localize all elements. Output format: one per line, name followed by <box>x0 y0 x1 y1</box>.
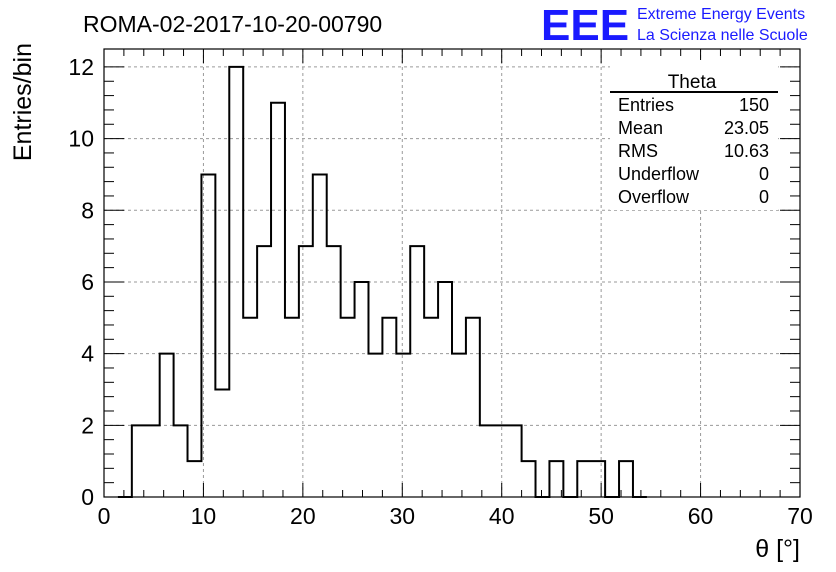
org-name-line2: La Scienza nelle Scuole <box>637 27 808 44</box>
stats-row-label: Underflow <box>618 164 700 184</box>
stats-row-label: Mean <box>618 118 663 138</box>
stats-row-value: 0 <box>759 164 769 184</box>
x-tick-label: 60 <box>688 503 714 529</box>
histogram-outline <box>117 65 647 498</box>
stats-box-title: Theta <box>668 72 717 93</box>
stats-row-label: RMS <box>618 141 658 161</box>
run-title: ROMA-02-2017-10-20-00790 <box>83 11 382 37</box>
stats-row-value: 10.63 <box>724 141 769 161</box>
axis-ticks <box>103 49 801 498</box>
y-tick-label: 0 <box>81 484 94 510</box>
x-tick-label: 10 <box>191 503 217 529</box>
plot-frame <box>103 48 801 498</box>
y-tick-label: 6 <box>81 269 94 295</box>
stats-row-label: Entries <box>618 95 674 115</box>
x-tick-label: 20 <box>290 503 316 529</box>
y-tick-label: 12 <box>68 54 94 80</box>
eee-logo: EEE <box>541 1 629 50</box>
y-tick-label: 8 <box>81 197 94 223</box>
x-axis-label: θ [°] <box>755 535 800 563</box>
stats-row-value: 23.05 <box>724 118 769 138</box>
stats-row-value: 0 <box>759 187 769 207</box>
x-tick-label: 50 <box>588 503 614 529</box>
y-tick-label: 10 <box>68 126 94 152</box>
x-tick-labels: 0 10 20 30 40 50 60 70 <box>98 503 813 529</box>
stats-row-value: 150 <box>739 95 769 115</box>
x-tick-label: 40 <box>489 503 515 529</box>
stats-box: Theta Entries 150 Mean 23.05 RMS 10.63 Underfl… <box>610 60 778 210</box>
y-tick-label: 2 <box>81 412 94 438</box>
y-tick-label: 4 <box>81 341 94 367</box>
org-name-line1: Extreme Energy Events <box>637 6 805 23</box>
y-axis-label: Entries/bin <box>9 43 37 161</box>
stats-row-label: Overflow <box>618 187 690 207</box>
x-tick-label: 70 <box>787 503 813 529</box>
y-tick-labels: 0 2 4 6 8 10 12 <box>68 54 94 510</box>
x-tick-label: 0 <box>98 503 111 529</box>
x-tick-label: 30 <box>389 503 415 529</box>
